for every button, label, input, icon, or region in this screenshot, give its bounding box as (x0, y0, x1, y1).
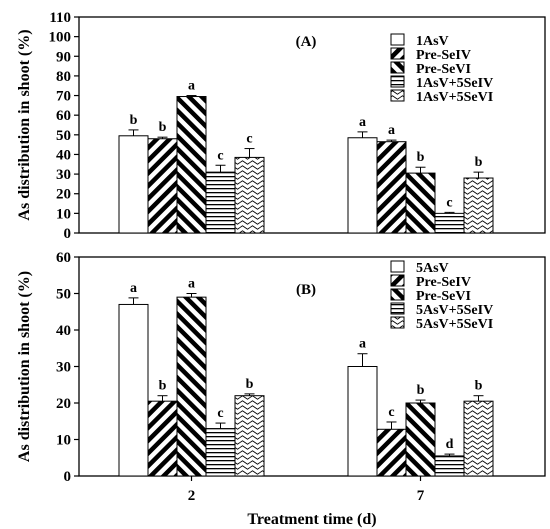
significance-label: b (130, 113, 138, 128)
bar (205, 171, 236, 234)
y-axis-title: As distribution in shoot (%) (16, 271, 33, 462)
significance-label: c (388, 405, 394, 420)
bar (234, 156, 265, 234)
significance-label: b (159, 379, 167, 394)
legend-label: Pre-SeVI (416, 62, 471, 77)
x-tick-label: 7 (417, 488, 425, 504)
y-tick-label: 70 (56, 89, 71, 105)
y-tick-label: 0 (64, 226, 72, 242)
y-tick-label: 60 (56, 108, 71, 124)
bar (176, 96, 207, 234)
y-tick-label: 90 (56, 49, 71, 65)
legend-label: Pre-SeIV (416, 48, 471, 63)
panel-label: (B) (296, 282, 316, 298)
legend-swatch (390, 274, 405, 287)
y-tick-label: 40 (56, 147, 71, 163)
legend-swatch (390, 33, 405, 46)
legend-label: 1AsV (416, 34, 449, 49)
y-tick-label: 10 (56, 433, 71, 449)
legend-swatch (390, 316, 405, 329)
panel-b: 0 10 20 30 40 50 60 As distribution in shoot (%… (16, 250, 546, 528)
bar (147, 138, 178, 234)
x-axis-title: Treatment time (d) (247, 511, 376, 528)
significance-label: b (246, 377, 254, 392)
x-tick-label: 2 (188, 488, 196, 504)
y-tick-label: 80 (56, 69, 71, 85)
legend-swatch (390, 61, 405, 74)
panel-a: 0 10 20 30 40 50 60 70 80 90 100 110 As distribution… (16, 10, 546, 242)
y-tick-label: 30 (56, 167, 71, 183)
bar (176, 296, 207, 477)
y-tick-label: 0 (64, 469, 72, 485)
legend-label: 1AsV+5SeIV (416, 76, 493, 91)
significance-label: a (388, 123, 395, 138)
legend-label: Pre-SeIV (416, 275, 471, 290)
bar (463, 400, 494, 477)
significance-label: a (188, 79, 195, 94)
legend-swatch (390, 260, 405, 273)
y-axis-title: As distribution in shoot (%) (16, 29, 33, 220)
bar (405, 172, 436, 234)
significance-label: a (130, 281, 137, 296)
bar (434, 455, 465, 477)
y-tick-label: 30 (56, 360, 71, 376)
significance-label: b (417, 383, 425, 398)
bar (234, 395, 265, 477)
legend-label: 5AsV+5SeIV (416, 303, 493, 318)
bar (463, 177, 494, 234)
y-tick-label: 60 (56, 250, 71, 266)
legend-label: 5AsV (416, 261, 449, 276)
y-tick-label: 20 (56, 187, 71, 203)
significance-label: d (446, 437, 454, 452)
y-tick-label: 110 (49, 10, 71, 26)
significance-label: a (359, 337, 366, 352)
significance-label: c (217, 148, 223, 163)
significance-label: b (159, 120, 167, 135)
bar (376, 141, 407, 234)
legend-swatch (390, 288, 405, 301)
legend-label: 5AsV+5SeVI (416, 317, 493, 332)
significance-label: b (417, 150, 425, 165)
bar (147, 400, 178, 477)
significance-label: c (446, 195, 452, 210)
legend-swatch (390, 75, 405, 88)
y-tick-label: 50 (56, 128, 71, 144)
panel-label: (A) (296, 34, 317, 50)
significance-label: a (188, 277, 195, 292)
legend-swatch (390, 302, 405, 315)
y-tick-label: 100 (49, 30, 72, 46)
significance-label: b (475, 379, 483, 394)
bar (118, 303, 149, 477)
bar (347, 137, 378, 234)
bar (347, 366, 378, 477)
bar (434, 212, 465, 234)
bar (376, 428, 407, 477)
plot-frame (78, 16, 546, 234)
y-tick-label: 10 (56, 206, 71, 222)
legend-label: Pre-SeVI (416, 289, 471, 304)
legend-swatch (390, 47, 405, 60)
y-tick-label: 40 (56, 323, 71, 339)
y-tick-label: 50 (56, 287, 71, 303)
significance-label: b (475, 155, 483, 170)
significance-label: c (217, 406, 223, 421)
legend-label: 1AsV+5SeVI (416, 90, 493, 105)
bar (118, 135, 149, 234)
y-tick-label: 20 (56, 396, 71, 412)
significance-label: a (359, 115, 366, 130)
legend-swatch (390, 89, 405, 102)
bar (205, 428, 236, 477)
bar (405, 402, 436, 477)
significance-label: c (246, 132, 252, 147)
